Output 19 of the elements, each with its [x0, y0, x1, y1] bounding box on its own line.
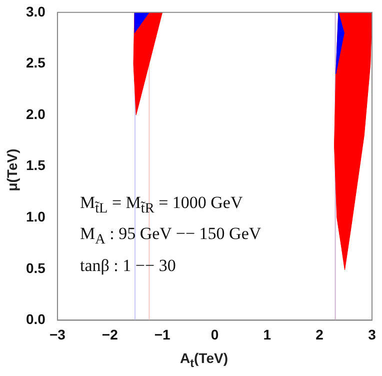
y-tick-label: 0.5 [26, 260, 46, 276]
x-axis-title: A$_{t}$(TeV) [180, 350, 228, 370]
y-tick-label: 1.0 [26, 208, 46, 224]
x-tick-label: 0 [210, 326, 219, 342]
y-tick-label: 2.5 [26, 54, 46, 71]
y-tick-label: 1.5 [26, 157, 46, 174]
x-tick-label: −1 [154, 326, 170, 342]
annotation: tanβ : 1 −− 30 [80, 254, 177, 277]
annotation: M$_{A}$ : 95 GeV −− 150 GeV [80, 223, 262, 250]
y-tick-label: 2.0 [26, 106, 46, 122]
annotation: M$_{t̃L}$ = M$_{t̃R}$ = 1000 GeV [80, 192, 244, 218]
x-tick-label: −2 [102, 326, 118, 342]
x-tick-label: −3 [49, 326, 66, 342]
y-tick-label: 0.0 [26, 311, 46, 328]
y-tick-label: 3.0 [26, 3, 46, 20]
y-axis-title: μ(TeV) [4, 148, 20, 192]
x-tick-label: 1 [263, 326, 272, 342]
x-tick-label: 3 [368, 326, 376, 342]
x-tick-label: 2 [316, 326, 324, 342]
